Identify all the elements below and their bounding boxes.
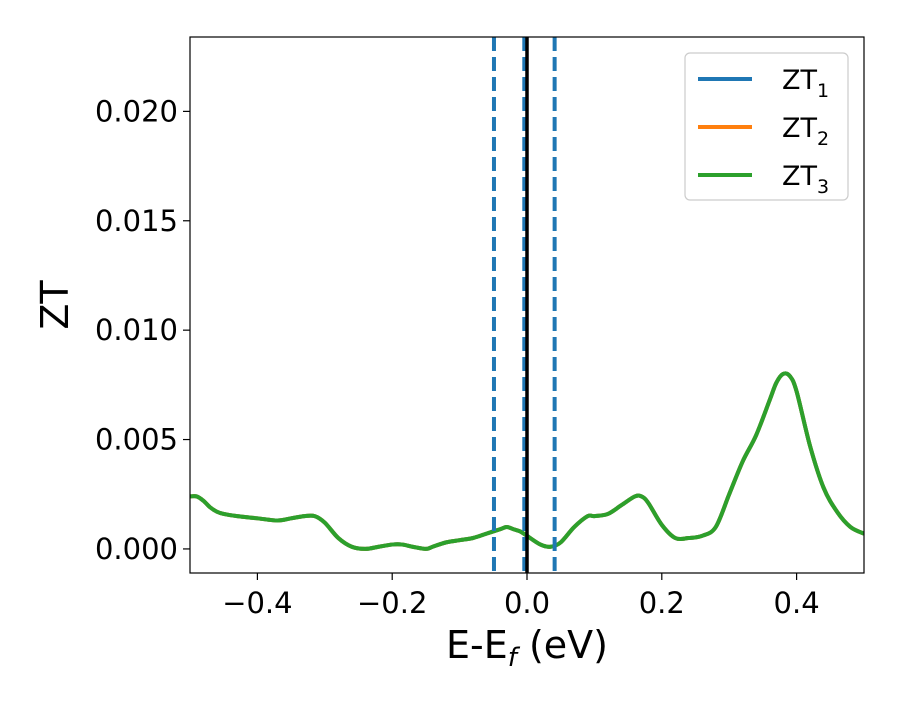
y-tick-label: 0.015 bbox=[95, 204, 178, 238]
x-axis-label-unit: (eV) bbox=[517, 623, 608, 667]
x-tick-label: −0.4 bbox=[222, 586, 292, 620]
plot-area bbox=[190, 37, 864, 573]
x-tick-label: −0.2 bbox=[357, 586, 427, 620]
legend-label-main: ZT bbox=[782, 113, 817, 144]
x-axis-label: E-Ef (eV) bbox=[446, 623, 608, 673]
legend-label-zt2: ZT2 bbox=[782, 113, 829, 150]
x-axis-label-main: E-E bbox=[446, 623, 508, 667]
y-tick-label: 0.005 bbox=[95, 423, 178, 457]
y-tick-label: 0.020 bbox=[95, 94, 178, 128]
legend-label-subscript: 2 bbox=[817, 128, 829, 150]
x-tick-label: 0.4 bbox=[774, 586, 820, 620]
x-tick-label: 0.2 bbox=[639, 586, 685, 620]
legend-label-subscript: 1 bbox=[817, 80, 829, 102]
legend-label-zt1: ZT1 bbox=[782, 65, 829, 102]
axis-ticks: −0.4 −0.2 0.0 0.2 0.4 0.000 0.005 0.010 0.015 0.0… bbox=[95, 94, 820, 620]
legend-label-subscript: 3 bbox=[817, 176, 829, 198]
series-line-zt3 bbox=[190, 371, 864, 551]
x-tick-label: 0.0 bbox=[504, 586, 550, 620]
y-tick-label: 0.010 bbox=[95, 313, 178, 347]
legend-box bbox=[684, 52, 849, 201]
y-axis-label: ZT bbox=[33, 280, 77, 330]
legend-label-main: ZT bbox=[782, 65, 817, 96]
y-tick-label: 0.000 bbox=[95, 532, 178, 566]
legend-label-zt3: ZT3 bbox=[782, 161, 829, 198]
legend-label-main: ZT bbox=[782, 161, 817, 192]
